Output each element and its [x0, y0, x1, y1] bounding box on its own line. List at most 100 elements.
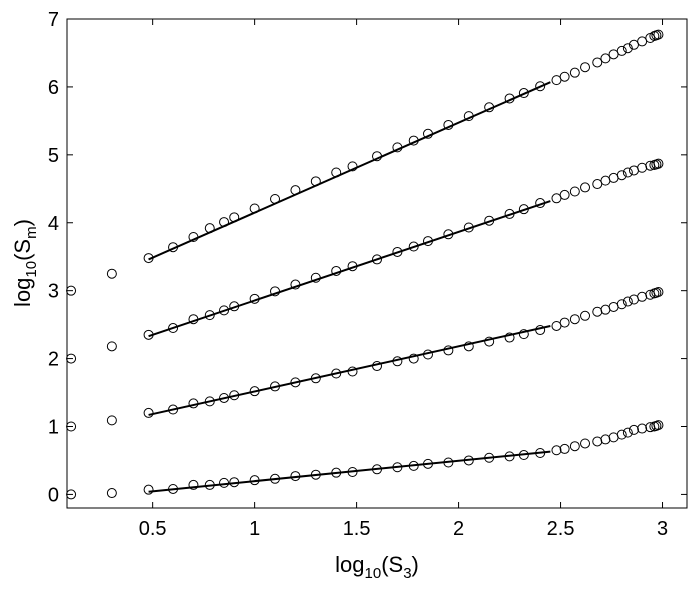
data-point [66, 285, 77, 296]
data-point [408, 135, 419, 146]
y-tick-label: 0 [48, 484, 59, 506]
data-point [168, 404, 179, 415]
data-point [592, 57, 603, 68]
data-point [66, 353, 77, 364]
data-point [106, 341, 117, 352]
data-point [106, 488, 117, 499]
y-tick-label: 1 [48, 417, 59, 439]
data-point [106, 268, 117, 279]
data-point [290, 185, 301, 196]
data-point [616, 299, 627, 310]
data-point [188, 398, 199, 409]
data-point [270, 286, 281, 297]
data-point [290, 471, 301, 482]
data-point [559, 443, 570, 454]
y-tick-label: 5 [48, 145, 59, 167]
data-point [408, 460, 419, 471]
data-point [331, 467, 342, 478]
data-point [559, 71, 570, 82]
data-point [653, 287, 664, 298]
y-axis-label: log10(Sm) [10, 219, 40, 307]
x-tick-label: 2.5 [547, 518, 575, 540]
data-point [392, 246, 403, 257]
data-point [143, 484, 154, 495]
y-tick-label: 6 [48, 77, 59, 99]
data-point [331, 167, 342, 178]
data-point [331, 265, 342, 276]
data-point [484, 336, 495, 347]
fit-line-4 [148, 81, 551, 261]
data-point [392, 356, 403, 367]
data-point [518, 88, 529, 99]
x-axis-label: log10(S3) [335, 552, 419, 582]
y-tick-label: 7 [48, 9, 59, 31]
data-point [310, 469, 321, 480]
data-point [270, 193, 281, 204]
fit-line-2 [148, 325, 551, 416]
data-point [249, 203, 260, 214]
data-point [504, 451, 515, 462]
x-tick-label: 2 [453, 518, 464, 540]
data-point [372, 254, 382, 265]
data-point [188, 314, 199, 325]
data-point [66, 489, 77, 500]
data-point [347, 467, 358, 478]
data-point [229, 212, 240, 223]
data-point [580, 62, 591, 73]
data-point [372, 151, 382, 162]
data-point [347, 366, 358, 377]
data-point [559, 189, 570, 200]
fit-line-3 [148, 200, 551, 338]
data-point [229, 301, 240, 312]
data-point [622, 43, 633, 54]
data-point [616, 170, 627, 181]
data-point [551, 445, 562, 456]
data-point [392, 142, 403, 153]
data-point [270, 381, 281, 392]
data-point [600, 53, 611, 64]
data-point [310, 176, 321, 187]
data-point [229, 477, 240, 488]
data-point [580, 182, 591, 193]
data-point [249, 475, 260, 486]
data-point [484, 215, 495, 226]
fit-line-1 [148, 450, 551, 493]
data-point [422, 458, 433, 469]
data-point [290, 279, 301, 290]
data-point [463, 455, 474, 466]
data-point [622, 427, 633, 438]
data-point [463, 222, 474, 233]
data-point [347, 161, 358, 172]
fit-lines [148, 81, 551, 493]
data-point [249, 386, 260, 397]
y-tick-label: 2 [48, 349, 59, 371]
data-point [637, 423, 648, 434]
data-point [422, 236, 433, 247]
data-point [569, 314, 580, 325]
data-point [653, 29, 664, 40]
data-point [535, 447, 546, 458]
data-point [219, 217, 230, 228]
y-tick-label: 3 [48, 281, 59, 303]
x-tick-label: 1 [249, 518, 260, 540]
data-point [331, 368, 342, 379]
data-point [616, 429, 627, 440]
data-point [168, 323, 179, 334]
data-point [310, 272, 321, 283]
data-point [518, 329, 529, 340]
data-point [66, 421, 77, 432]
data-point [219, 392, 230, 403]
data-point [622, 296, 633, 307]
data-point [443, 229, 454, 240]
data-point [580, 310, 591, 321]
data-point [504, 332, 515, 343]
data-point [290, 377, 301, 388]
data-point [653, 158, 664, 169]
data-point [408, 241, 419, 252]
data-point [168, 483, 179, 494]
data-point [372, 361, 382, 372]
data-point [347, 261, 358, 272]
data-point [484, 452, 495, 463]
data-point [622, 167, 633, 178]
